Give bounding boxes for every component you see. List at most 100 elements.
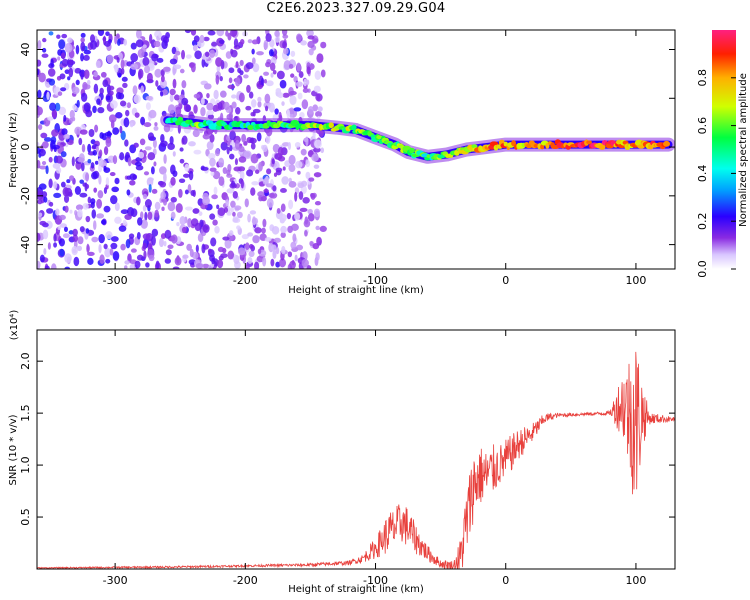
- spectrogram-noise-cell: [159, 166, 167, 175]
- spectrogram-noise-cell: [162, 66, 171, 72]
- spectrogram-noise-cell: [160, 69, 165, 77]
- spectrogram-noise-cell: [209, 213, 216, 220]
- spectrogram-noise-cell: [74, 126, 82, 135]
- spectrogram-noise-cell: [79, 192, 88, 198]
- spectrogram-noise-cell: [272, 249, 277, 259]
- spectrogram-noise-cell: [307, 40, 315, 49]
- spectrogram-noise-cell: [315, 93, 323, 102]
- spectrogram-noise-cell: [206, 92, 210, 99]
- spectrogram-noise-cell: [231, 94, 237, 99]
- spectrogram-noise-cell: [59, 223, 67, 228]
- spectrogram-noise-cell: [50, 58, 54, 68]
- spectrogram-noise-cell: [43, 196, 48, 203]
- spectrogram-noise-cell: [115, 92, 122, 100]
- spectrogram-noise-cell: [289, 260, 296, 269]
- spectrogram-noise-cell: [174, 94, 180, 101]
- spectrogram-noise-cell: [296, 33, 302, 42]
- spectrogram-noise-cell: [203, 83, 212, 90]
- spectrogram-noise-cell: [67, 76, 71, 81]
- spectrogram-noise-cell: [93, 83, 99, 94]
- spectrogram-noise-cell: [37, 142, 40, 147]
- spectrogram-noise-cell: [78, 137, 83, 146]
- spectrogram-noise-cell: [218, 255, 224, 261]
- spectrogram-noise-cell: [270, 72, 274, 78]
- spectrogram-noise-cell: [249, 210, 257, 215]
- spectrogram-noise-cell: [184, 189, 189, 195]
- snr-panel: -300 -200 -100 0 100 0.5 1.0 1.5 2.0 Height of …: [8, 310, 676, 595]
- spectrogram-noise-cell: [231, 101, 237, 109]
- spectrogram-noise-cell: [120, 59, 125, 70]
- spectrogram-noise-cell: [282, 41, 288, 49]
- spectrogram-noise-cell: [219, 76, 223, 82]
- top-x-axis-label: Height of straight line (km): [288, 285, 424, 296]
- spectrogram-noise-cell: [206, 141, 214, 151]
- spectrogram-noise-cell: [288, 199, 294, 210]
- spectrogram-noise-cell: [247, 213, 251, 223]
- spectrogram-noise-cell: [164, 258, 171, 264]
- spectrogram-noise-cell: [232, 211, 236, 217]
- spectrogram-noise-cell: [194, 50, 202, 60]
- spectrogram-noise-cell: [99, 254, 105, 265]
- spectrogram-noise-cell: [257, 96, 262, 103]
- spectrogram-noise-cell: [229, 153, 235, 160]
- spectrogram-noise-cell: [239, 39, 245, 45]
- spectrogram-noise-cell: [172, 266, 180, 269]
- spectrogram-noise-cell: [144, 199, 152, 208]
- spectrogram-noise-cell: [295, 244, 304, 251]
- spectrogram-noise-cell: [229, 130, 236, 141]
- spectrogram-noise-cell: [199, 34, 205, 44]
- spectrogram-noise-cell: [275, 247, 280, 255]
- spectrogram-noise-cell: [48, 78, 56, 86]
- spectrogram-noise-cell: [192, 44, 198, 52]
- ridge-cell: [437, 154, 446, 159]
- spectrogram-noise-cell: [161, 206, 165, 212]
- spectrogram-noise-cell: [129, 263, 137, 269]
- spectrogram-noise-cell: [210, 237, 217, 247]
- spectrogram-noise-cell: [37, 39, 42, 50]
- spectrogram-noise-cell: [295, 81, 303, 88]
- top-y-axis-label: Frequency (Hz): [8, 112, 19, 188]
- spectrogram-noise-cell: [143, 250, 147, 260]
- spectrogram-noise-cell: [250, 112, 255, 117]
- spectrogram-noise-cell: [281, 245, 286, 255]
- spectrogram-noise-cell: [233, 166, 241, 172]
- spectrogram-noise-cell: [112, 155, 118, 165]
- spectrogram-noise-cell: [278, 111, 282, 121]
- spectrogram-noise-cell: [295, 160, 303, 169]
- spectrogram-noise-cell: [153, 161, 157, 167]
- spectrogram-noise-cell: [280, 232, 286, 238]
- spectrogram-noise-cell: [140, 85, 145, 94]
- spectrogram-noise-cell: [244, 198, 249, 208]
- spectrogram-noise-cell: [41, 161, 47, 166]
- spectrogram-noise-cell: [37, 124, 43, 130]
- spectrogram-noise-cell: [286, 109, 291, 119]
- spectrogram-noise-cell: [216, 204, 220, 210]
- spectrogram-noise-cell: [189, 248, 194, 258]
- spectrogram-noise-cell: [120, 67, 125, 75]
- spectrogram-noise-cell: [247, 257, 253, 264]
- spectrogram-noise-cell: [145, 102, 151, 111]
- spectrogram-noise-cell: [282, 92, 290, 98]
- spectrogram-noise-cell: [277, 92, 284, 99]
- spectrogram-noise-cell: [38, 212, 43, 218]
- spectrogram-noise-cell: [288, 90, 297, 96]
- spectrogram-noise-cell: [185, 54, 192, 59]
- spectrogram-noise-cell: [290, 241, 297, 249]
- spectrogram-noise-cell: [134, 260, 141, 269]
- spectrogram-noise-cell: [86, 79, 91, 85]
- spectrogram-noise-cell: [80, 70, 84, 80]
- spectrogram-noise-cell: [187, 217, 192, 228]
- spectrogram-noise-cell: [207, 248, 212, 254]
- spectrogram-noise-cell: [85, 172, 90, 182]
- spectrogram-noise-cell: [271, 158, 275, 165]
- spectrogram-noise-cell: [138, 68, 144, 79]
- spectrogram-noise-cell: [209, 49, 216, 58]
- spectrogram-noise-cell: [60, 52, 66, 59]
- spectrogram-noise-cell: [140, 219, 148, 229]
- spectrogram-noise-cell: [87, 196, 92, 204]
- spectrogram-noise-cell: [159, 79, 167, 89]
- ridge-cell: [247, 124, 254, 131]
- spectrogram-noise-cell: [218, 157, 225, 168]
- spectrogram-noise-cell: [60, 87, 67, 92]
- spectrogram-noise-cell: [320, 147, 325, 154]
